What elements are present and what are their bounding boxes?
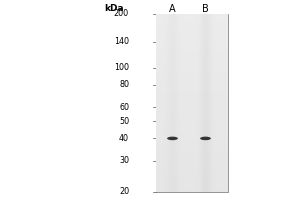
Text: 20: 20: [119, 188, 129, 196]
Ellipse shape: [167, 137, 178, 140]
Text: 100: 100: [114, 63, 129, 72]
Text: 50: 50: [119, 117, 129, 126]
Text: 80: 80: [119, 80, 129, 89]
Text: 200: 200: [114, 9, 129, 19]
FancyBboxPatch shape: [156, 14, 228, 192]
Text: B: B: [202, 4, 209, 14]
Text: kDa: kDa: [104, 4, 124, 13]
Text: A: A: [169, 4, 176, 14]
Text: 30: 30: [119, 156, 129, 165]
Text: 140: 140: [114, 37, 129, 46]
Ellipse shape: [200, 137, 211, 140]
Text: 60: 60: [119, 103, 129, 112]
Text: 40: 40: [119, 134, 129, 143]
